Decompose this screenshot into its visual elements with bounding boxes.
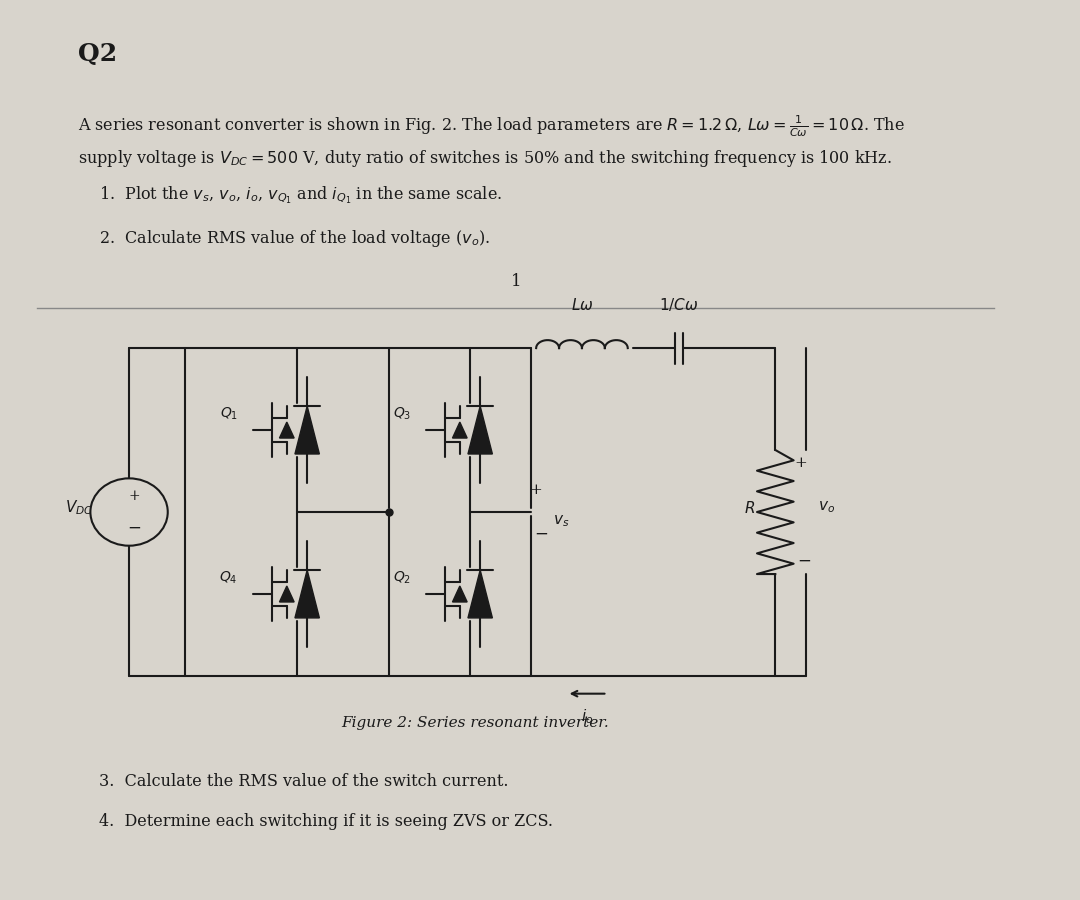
Text: Q2: Q2: [78, 42, 118, 67]
Polygon shape: [295, 406, 320, 454]
Text: +: +: [129, 489, 140, 503]
Polygon shape: [468, 570, 492, 618]
Text: −: −: [127, 519, 141, 536]
Text: 2.  Calculate RMS value of the load voltage ($v_o$).: 2. Calculate RMS value of the load volta…: [98, 229, 490, 249]
Text: 3.  Calculate the RMS value of the switch current.: 3. Calculate the RMS value of the switch…: [98, 773, 508, 790]
Text: +: +: [530, 483, 542, 497]
Text: Figure 2: Series resonant inverter.: Figure 2: Series resonant inverter.: [341, 716, 609, 730]
Text: $L\omega$: $L\omega$: [570, 297, 593, 312]
Polygon shape: [453, 422, 468, 438]
Text: $Q_3$: $Q_3$: [393, 406, 411, 422]
Text: A series resonant converter is shown in Fig. 2. The load parameters are $R = 1.2: A series resonant converter is shown in …: [78, 113, 905, 169]
Polygon shape: [280, 422, 294, 438]
Polygon shape: [453, 586, 468, 602]
Text: −: −: [535, 526, 549, 543]
Text: $i_o$: $i_o$: [581, 707, 593, 725]
Text: $Q_4$: $Q_4$: [219, 570, 238, 586]
Text: $Q_1$: $Q_1$: [220, 406, 238, 422]
Text: $1/C\omega$: $1/C\omega$: [659, 296, 699, 312]
Text: +: +: [795, 456, 807, 471]
Text: $v_s$: $v_s$: [553, 513, 570, 528]
Polygon shape: [280, 586, 294, 602]
Text: $Q_2$: $Q_2$: [393, 570, 411, 586]
Polygon shape: [468, 406, 492, 454]
Text: 1.  Plot the $v_s$, $v_o$, $i_o$, $v_{Q_1}$ and $i_{Q_1}$ in the same scale.: 1. Plot the $v_s$, $v_o$, $i_o$, $v_{Q_1…: [98, 184, 502, 206]
Text: −: −: [797, 553, 811, 570]
Text: $V_{DC}$: $V_{DC}$: [66, 499, 94, 517]
Text: $R$: $R$: [744, 500, 755, 516]
Polygon shape: [295, 570, 320, 618]
Text: $v_o$: $v_o$: [818, 500, 835, 516]
Text: 4.  Determine each switching if it is seeing ZVS or ZCS.: 4. Determine each switching if it is see…: [98, 814, 553, 831]
Text: 1: 1: [511, 273, 522, 290]
